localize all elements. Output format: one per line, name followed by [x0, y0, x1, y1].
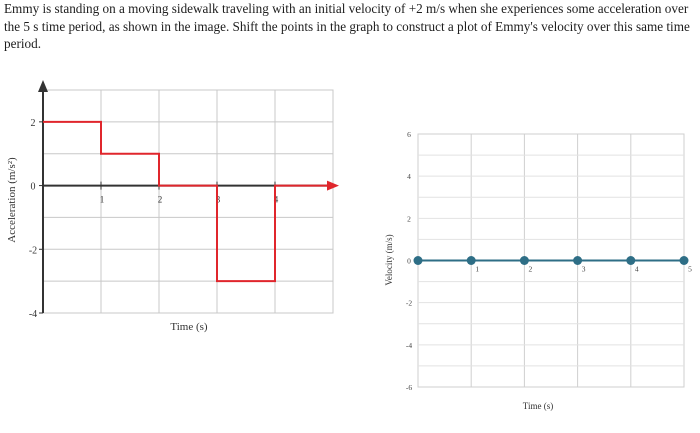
acceleration-y-tick-label: 0: [31, 182, 36, 193]
velocity-point[interactable]: [413, 256, 423, 265]
question-text: Emmy is standing on a moving sidewalk tr…: [4, 1, 690, 51]
velocity-y-tick-label: -6: [406, 383, 412, 392]
acceleration-y-axis-label: Acceleration (m/s²): [6, 157, 18, 243]
acceleration-x-tick-label: 4: [274, 195, 279, 205]
velocity-x-tick-label: 5: [688, 265, 692, 274]
velocity-y-axis-label: Velocity (m/s): [384, 234, 394, 285]
acceleration-series-line: [43, 120, 333, 283]
velocity-point[interactable]: [573, 256, 583, 265]
velocity-y-tick-label: 0: [407, 257, 411, 266]
velocity-graph: 1 2 3 4 5 6 4 2 0 -2 -4 -6 Time (s) Velocity (m/s): [384, 130, 692, 411]
velocity-y-tick-label: 2: [407, 214, 411, 223]
velocity-points[interactable]: [413, 256, 689, 265]
acceleration-axes: [38, 80, 339, 314]
acceleration-graph: 1 2 3 4 2 0 -2 -4 Time (s) Acceleration (m/s²): [6, 80, 339, 333]
velocity-x-tick-label: 4: [635, 265, 639, 274]
acceleration-tick-labels: 1 2 3 4 2 0 -2 -4: [29, 118, 279, 320]
velocity-point[interactable]: [466, 256, 476, 265]
acceleration-x-tick-label: 1: [100, 195, 105, 205]
velocity-point[interactable]: [626, 256, 636, 265]
acceleration-x-axis-label: Time (s): [170, 321, 208, 333]
velocity-y-tick-label: -4: [406, 341, 412, 350]
acceleration-plot-frame: [42, 89, 334, 314]
acceleration-y-axis-arrow: [38, 80, 48, 92]
velocity-y-tick-label: -2: [406, 299, 412, 308]
velocity-x-axis-label: Time (s): [523, 401, 553, 411]
acceleration-x-tick-label: 2: [158, 195, 163, 205]
velocity-y-tick-label: 4: [407, 172, 411, 181]
velocity-point[interactable]: [679, 256, 689, 265]
velocity-tick-labels: 1 2 3 4 5 6 4 2 0 -2 -4 -6: [406, 130, 692, 392]
velocity-x-tick-label: 1: [475, 265, 479, 274]
velocity-point[interactable]: [519, 256, 529, 265]
acceleration-y-tick-label: 2: [31, 118, 36, 129]
acceleration-y-tick-label: -4: [29, 309, 37, 320]
velocity-x-tick-label: 3: [582, 265, 586, 274]
velocity-y-tick-label: 6: [407, 130, 411, 139]
velocity-x-tick-label: 2: [529, 265, 533, 274]
acceleration-grid: [42, 89, 334, 314]
acceleration-x-tick-label: 3: [216, 195, 221, 205]
acceleration-y-tick-label: -2: [29, 245, 37, 256]
